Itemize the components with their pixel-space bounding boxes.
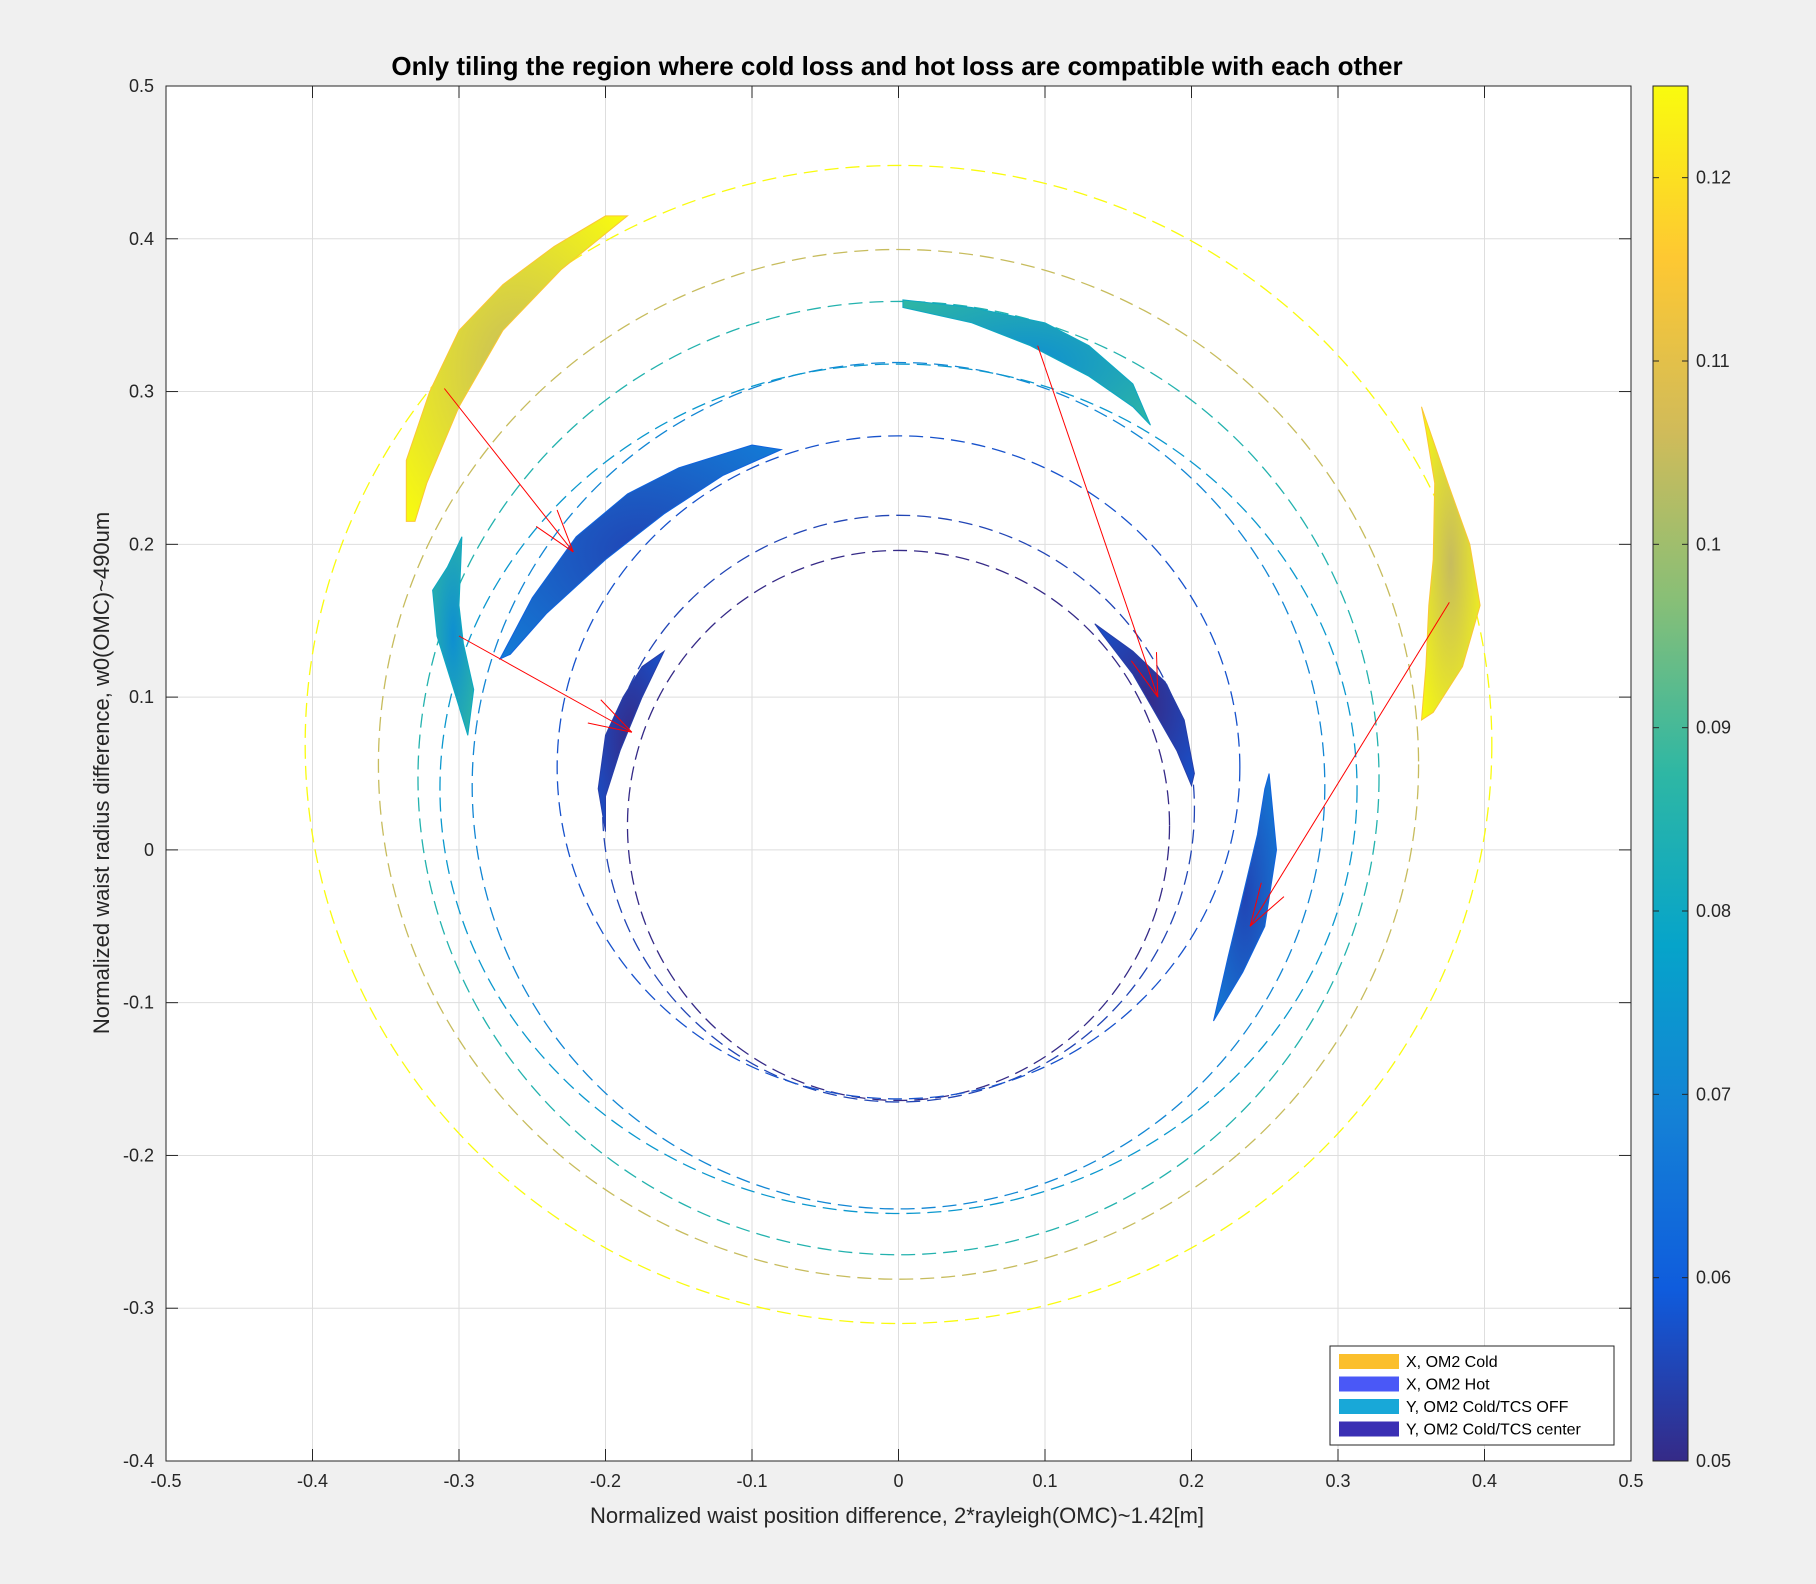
x-tick-label: 0.3 — [1325, 1471, 1350, 1491]
legend-swatch — [1339, 1421, 1399, 1437]
arrow-head — [1249, 896, 1285, 927]
arrow-head — [535, 526, 574, 553]
legend-label: Y, OM2 Cold/TCS OFF — [1406, 1399, 1569, 1416]
x-tick-label: 0.4 — [1472, 1471, 1497, 1491]
legend-label: Y, OM2 Cold/TCS center — [1406, 1422, 1582, 1439]
legend-swatch — [1339, 1354, 1399, 1369]
y-tick-label: 0.3 — [129, 382, 154, 402]
contour-line — [471, 361, 1326, 1210]
y-tick-label: 0.5 — [129, 76, 154, 96]
chart-title: Only tiling the region where cold loss a… — [391, 51, 1402, 81]
y-tick-label: 0 — [144, 840, 154, 860]
region-polygon — [1420, 406, 1481, 721]
contour-line — [417, 300, 1380, 1256]
region-polygon — [405, 215, 629, 522]
y-tick-label: 0.2 — [129, 534, 154, 554]
legend-swatch — [1339, 1376, 1399, 1392]
legend-label: X, OM2 Cold — [1406, 1354, 1498, 1371]
y-tick-label: -0.3 — [123, 1298, 154, 1318]
arrow-head — [1249, 882, 1262, 927]
colorbar-tick-label: 0.08 — [1696, 901, 1731, 921]
arrow-line — [443, 388, 574, 553]
region-polygon — [902, 299, 1151, 426]
arrow-head — [587, 722, 632, 733]
contour-line — [556, 435, 1241, 1100]
x-tick-label: -0.1 — [736, 1471, 767, 1491]
x-axis-label: Normalized waist position difference, 2*… — [590, 1503, 1204, 1528]
region-polygon — [1213, 773, 1278, 1022]
colorbar-tick-label: 0.1 — [1696, 534, 1721, 554]
x-tick-label: -0.4 — [297, 1471, 328, 1491]
x-ticks: -0.5 -0.4 -0.3 -0.2 -0.1 0 0.1 0.2 0.3 0.4 0.5 — [150, 86, 1644, 1491]
arrow-line — [458, 635, 633, 733]
contour-line — [626, 549, 1171, 1102]
arrow-head — [556, 509, 574, 553]
arrows — [443, 345, 1450, 927]
colorbar-tick-label: 0.11 — [1696, 351, 1730, 371]
x-tick-label: 0.2 — [1179, 1471, 1204, 1491]
arrow-line — [1037, 345, 1159, 698]
colorbar-tick-label: 0.05 — [1696, 1451, 1731, 1471]
y-tick-label: 0.1 — [129, 687, 154, 707]
y-tick-label: -0.2 — [123, 1145, 154, 1165]
x-tick-label: 0.1 — [1032, 1471, 1057, 1491]
contour-line — [377, 248, 1420, 1280]
y-tick-label: -0.1 — [123, 993, 154, 1013]
region-polygon — [1094, 623, 1195, 788]
colorbar[interactable]: 0.05 0.06 0.07 0.08 0.09 0.1 0.11 0.12 — [1652, 85, 1731, 1471]
x-tick-label: -0.3 — [443, 1471, 474, 1491]
colorbar-tick-label: 0.09 — [1696, 718, 1731, 738]
legend-label: X, OM2 Hot — [1406, 1377, 1490, 1394]
x-tick-label: 0.5 — [1618, 1471, 1643, 1491]
y-tick-label: -0.4 — [123, 1451, 154, 1471]
y-ticks: -0.4 -0.3 -0.2 -0.1 0 0.1 0.2 0.3 0.4 0.5 — [123, 76, 1631, 1471]
contour-line — [439, 363, 1358, 1215]
arrow-head — [600, 699, 633, 733]
legend-swatch — [1339, 1399, 1399, 1414]
y-axis-label: Normalized waist radius difference, w0(O… — [89, 512, 114, 1034]
arrow-head — [1155, 652, 1159, 698]
region-polygon — [498, 444, 784, 660]
arrow-head — [1130, 660, 1159, 698]
colorbar-gradient — [1652, 85, 1689, 1462]
legend[interactable]: X, OM2 Cold X, OM2 Hot Y, OM2 Cold/TCS OFF… — [1329, 1345, 1615, 1446]
colorbar-tick-label: 0.12 — [1696, 168, 1731, 188]
x-tick-label: 0 — [893, 1471, 903, 1491]
colorbar-tick-label: 0.06 — [1696, 1268, 1731, 1288]
region-polygon — [597, 649, 666, 832]
regions — [405, 215, 1481, 1022]
arrow-line — [1249, 602, 1450, 927]
colorbar-tick-label: 0.07 — [1696, 1084, 1731, 1104]
contour-lines — [304, 164, 1493, 1325]
contour-line — [304, 164, 1493, 1325]
x-tick-label: -0.5 — [150, 1471, 181, 1491]
colorbar-ticks: 0.05 0.06 0.07 0.08 0.09 0.1 0.11 0.12 — [1653, 168, 1731, 1471]
x-tick-label: -0.2 — [590, 1471, 621, 1491]
y-tick-label: 0.4 — [129, 229, 154, 249]
region-polygon — [432, 536, 475, 736]
